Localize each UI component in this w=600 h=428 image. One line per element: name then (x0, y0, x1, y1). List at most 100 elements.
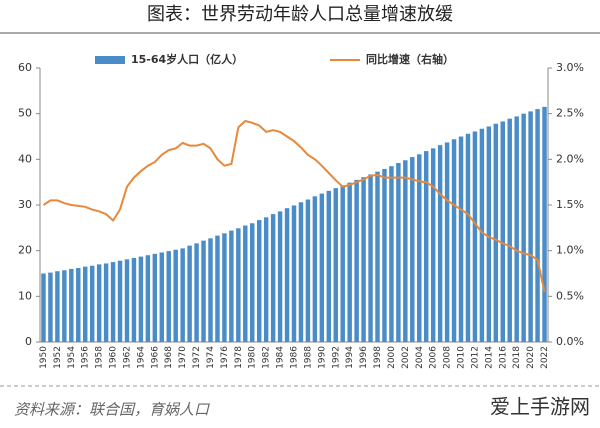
x-tick-label: 2000 (387, 346, 397, 369)
bar (180, 248, 185, 342)
x-tick-label: 1982 (262, 346, 272, 369)
y-tick-label: 30 (18, 198, 32, 211)
bar (263, 217, 269, 342)
x-tick-label: 1954 (67, 346, 77, 369)
y2-tick-label: 1.0% (556, 244, 584, 257)
x-tick-label: 1996 (359, 346, 369, 369)
x-tick-label: 2010 (457, 346, 467, 369)
bar (451, 139, 457, 342)
legend-label: 同比增速（右轴） (366, 52, 454, 66)
x-tick-label: 1992 (331, 346, 341, 369)
bar (361, 177, 366, 342)
x-tick-label: 1966 (150, 346, 160, 369)
bar (389, 166, 394, 342)
bar (55, 271, 60, 342)
bar (131, 257, 137, 342)
x-tick-label: 2002 (401, 346, 411, 369)
source: 资料来源：联合国，育娲人口 (14, 401, 210, 419)
bar (396, 162, 401, 342)
x-tick-label: 1958 (95, 346, 105, 369)
line (42, 119, 546, 293)
bar (312, 196, 318, 342)
x-tick-label: 1952 (53, 346, 63, 369)
bar (542, 106, 547, 342)
bar (173, 249, 178, 342)
x-tick-label: 1956 (81, 346, 91, 369)
x-tick-label: 1974 (206, 346, 216, 369)
bar (347, 182, 352, 342)
x-tick-label: 1988 (303, 346, 313, 369)
bar (229, 230, 234, 342)
bar (201, 240, 206, 342)
y2-tick-label: 0.0% (556, 335, 584, 348)
bar (145, 255, 151, 342)
bar (270, 214, 276, 342)
bar (319, 193, 325, 342)
legend-label: 15-64岁人口（亿人） (131, 52, 243, 66)
chart-title: 图表：世界劳动年龄人口总量增速放缓 (147, 4, 453, 25)
bar (430, 148, 436, 342)
bar (354, 179, 359, 342)
x-tick-label: 1978 (234, 346, 244, 369)
bar (256, 220, 262, 342)
bar (305, 199, 311, 342)
bar (514, 116, 519, 342)
bar (236, 228, 241, 342)
bar (166, 251, 171, 342)
bar (138, 256, 144, 342)
bar (76, 268, 81, 342)
y2-tick-label: 0.5% (556, 289, 584, 302)
y2-tick-label: 2.5% (556, 107, 584, 120)
x-tick-label: 1964 (136, 346, 146, 369)
bar (222, 233, 227, 342)
bar (96, 264, 102, 342)
x-tick-label: 1986 (290, 346, 300, 369)
x-tick-label: 2016 (498, 346, 508, 369)
bar (69, 268, 74, 342)
bar (521, 113, 526, 343)
x-tick-label: 1990 (317, 346, 327, 369)
x-tick-label: 1972 (192, 346, 202, 369)
bar (535, 109, 540, 342)
bar (417, 154, 422, 342)
bar (48, 272, 53, 342)
x-tick-label: 1976 (220, 346, 230, 369)
bar (103, 263, 109, 342)
bar (41, 273, 46, 342)
bar (368, 174, 373, 342)
bar (444, 142, 450, 342)
y2-tick-label: 3.0% (556, 61, 584, 74)
bar (187, 245, 192, 342)
bar (465, 133, 471, 342)
y-tick-label: 0 (25, 335, 32, 348)
bar (208, 238, 213, 342)
y-tick-label: 60 (18, 61, 32, 74)
legend-swatch (95, 56, 125, 64)
y-tick-label: 40 (18, 152, 32, 165)
y2-tick-label: 2.0% (556, 152, 584, 165)
bar (340, 185, 345, 342)
bar (326, 190, 332, 342)
bar (298, 202, 304, 342)
y2-tick-label: 1.5% (556, 198, 584, 211)
y-tick-label: 20 (18, 244, 32, 257)
bar (479, 128, 485, 342)
bar (215, 235, 220, 342)
x-tick-label: 2018 (512, 346, 522, 369)
bar (375, 171, 380, 342)
bar (124, 259, 130, 342)
bar (528, 111, 533, 342)
x-tick-label: 2014 (484, 346, 494, 369)
x-tick-label: 1998 (373, 346, 383, 369)
bar (83, 266, 88, 342)
x-tick-label: 1960 (109, 346, 119, 369)
bar (458, 136, 464, 342)
bar (423, 151, 429, 342)
bar (437, 145, 443, 342)
bar (194, 243, 199, 342)
x-tick-label: 2020 (526, 346, 536, 369)
x-tick-label: 1970 (178, 346, 188, 369)
x-tick-label: 2006 (429, 346, 439, 369)
watermark: 爱上手游网 (490, 395, 590, 419)
bar (89, 265, 95, 342)
